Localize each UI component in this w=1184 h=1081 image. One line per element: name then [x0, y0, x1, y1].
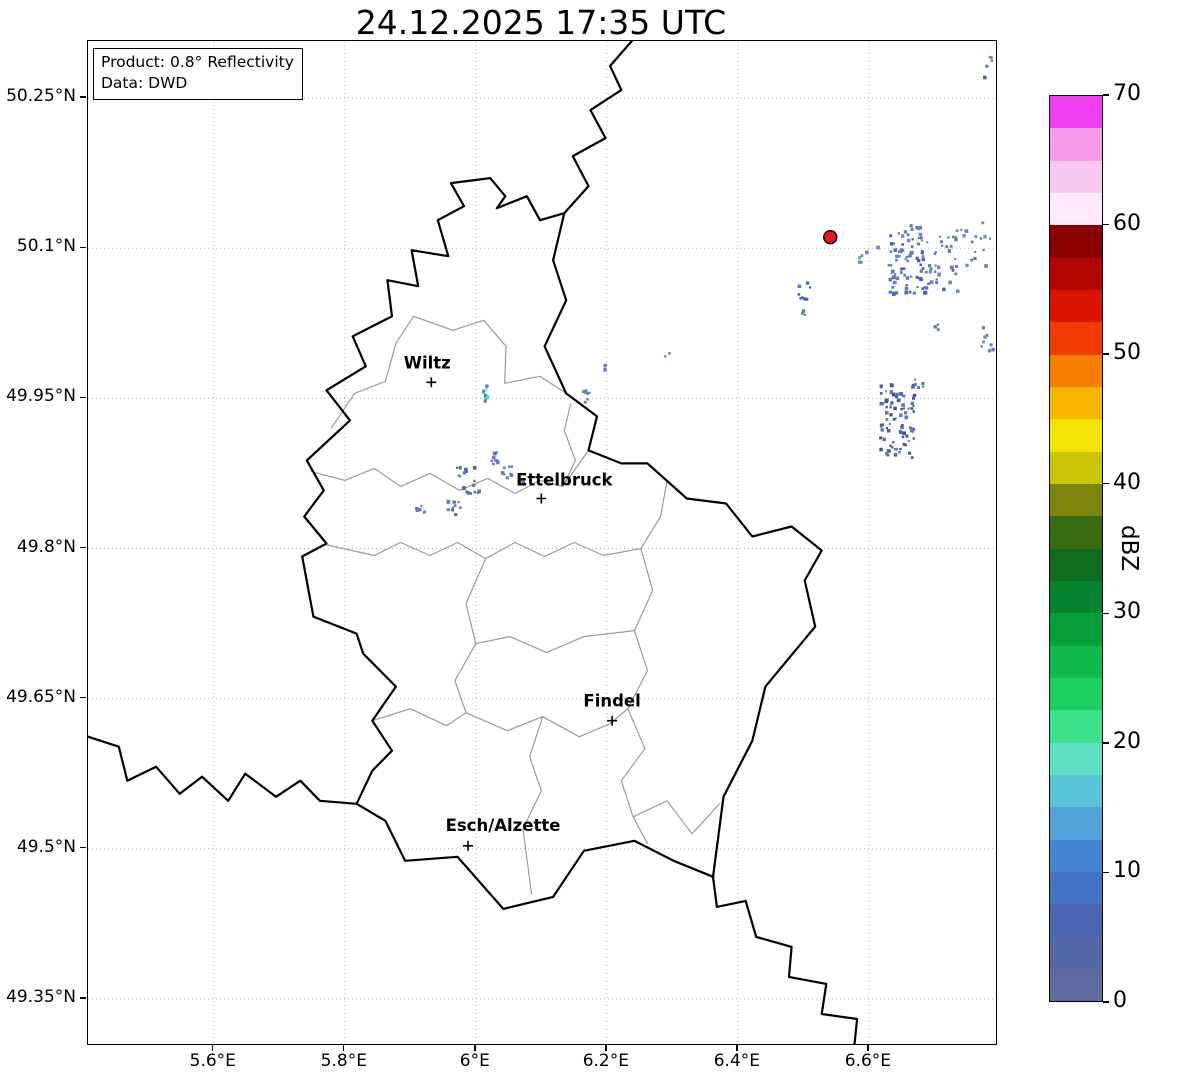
colorbar-segment [1050, 839, 1102, 872]
colorbar-tick-mark [1103, 742, 1109, 744]
lat-tick-label: 50.1°N [16, 236, 76, 257]
lon-tick-label: 6.6°E [844, 1051, 892, 1071]
canton-borders [310, 315, 720, 894]
radar-echoes [415, 55, 995, 517]
lat-tick-label: 49.95°N [6, 386, 76, 407]
colorbar-segment [1050, 677, 1102, 711]
colorbar-tick-label: 20 [1113, 728, 1141, 754]
lat-tick-mark [80, 847, 86, 849]
lat-tick-mark [80, 246, 86, 248]
colorbar-tick-mark [1103, 1001, 1109, 1003]
colorbar-segment [1050, 548, 1102, 581]
lon-tick-label: 6.4°E [713, 1051, 761, 1071]
colorbar-segment [1050, 96, 1102, 129]
lon-tick-mark [736, 1045, 738, 1051]
colorbar-segment [1050, 483, 1102, 517]
colorbar-tick-label: 60 [1113, 210, 1141, 236]
lon-tick-label: 5.6°E [189, 1051, 236, 1071]
colorbar-unit-label: dBZ [1116, 525, 1142, 572]
city-plus-marker [536, 493, 547, 504]
colorbar-segment [1050, 354, 1102, 387]
lon-tick-label: 6.2°E [582, 1051, 629, 1071]
colorbar-tick-mark [1103, 353, 1109, 355]
lat-tick-mark [80, 96, 86, 98]
colorbar-segment [1050, 516, 1102, 549]
lon-tick-label: 6°E [459, 1051, 490, 1071]
colorbar-segment [1050, 580, 1102, 614]
colorbar-segment [1050, 774, 1102, 808]
colorbar-segment [1050, 322, 1102, 355]
colorbar-segment [1050, 128, 1102, 161]
map-canvas: Wiltz Ettelbruck Findel Esch/Alzette [88, 41, 996, 1044]
colorbar-segment [1050, 613, 1102, 646]
city-label: Wiltz [404, 353, 451, 372]
colorbar-segment [1050, 710, 1102, 743]
colorbar-segment [1050, 645, 1102, 678]
product-line: Product: 0.8° Reflectivity [101, 53, 294, 71]
colorbar-tick-label: 50 [1113, 340, 1141, 366]
lat-tick-label: 49.65°N [6, 686, 76, 707]
lon-tick-mark [212, 1045, 214, 1051]
country-borders [88, 41, 859, 1044]
colorbar-segment [1050, 160, 1102, 193]
colorbar-segment [1050, 807, 1102, 840]
city-label: Ettelbruck [516, 471, 613, 490]
lat-tick-mark [80, 997, 86, 999]
colorbar-segment [1050, 742, 1102, 775]
colorbar-segment [1050, 257, 1102, 290]
product-info-box: Product: 0.8° Reflectivity Data: DWD [93, 48, 303, 100]
colorbar-tick-mark [1103, 612, 1109, 614]
lat-tick-mark [80, 546, 86, 549]
colorbar-tick-mark [1103, 871, 1109, 874]
data-source-line: Data: DWD [101, 74, 188, 93]
colorbar-tick-label: 70 [1113, 81, 1141, 106]
lat-tick-label: 49.8°N [16, 536, 76, 557]
lat-tick-mark [80, 696, 86, 699]
lat-tick-mark [80, 396, 86, 399]
colorbar-segment [1050, 289, 1102, 323]
city-label: Esch/Alzette [446, 816, 561, 835]
lon-tick-mark [867, 1045, 869, 1051]
colorbar-tick-label: 30 [1113, 599, 1141, 625]
city-plus-marker [426, 377, 437, 388]
lon-tick-mark [605, 1045, 607, 1051]
radar-map-plot: Wiltz Ettelbruck Findel Esch/Alzette Produc… [87, 40, 997, 1045]
colorbar-segment [1050, 936, 1102, 969]
city-label: Findel [583, 692, 640, 711]
figure-title: 24.12.2025 17:35 UTC [355, 3, 727, 42]
colorbar [1049, 95, 1103, 1002]
lon-tick-mark [343, 1045, 345, 1051]
colorbar-tick-mark [1103, 223, 1109, 226]
city-plus-marker [463, 840, 473, 851]
lat-tick-label: 50.25°N [6, 86, 76, 107]
city-plus-marker [607, 715, 618, 726]
colorbar-segment [1050, 968, 1102, 1002]
colorbar-tick-label: 10 [1113, 858, 1141, 884]
colorbar-segment [1050, 386, 1102, 420]
colorbar-segment [1050, 192, 1102, 226]
colorbar-segment [1050, 451, 1102, 484]
colorbar-tick-label: 40 [1113, 469, 1141, 495]
colorbar-tick-label: 0 [1113, 988, 1127, 1013]
lat-tick-label: 49.35°N [6, 986, 76, 1007]
lon-tick-label: 5.8°E [320, 1051, 367, 1071]
gridlines [88, 41, 996, 1044]
colorbar-segment [1050, 871, 1102, 905]
lat-tick-label: 49.5°N [16, 836, 76, 857]
colorbar-segment [1050, 419, 1102, 452]
city-markers: Wiltz Ettelbruck Findel Esch/Alzette [404, 353, 641, 851]
colorbar-tick-mark [1103, 94, 1109, 96]
colorbar-segment [1050, 225, 1102, 258]
lon-tick-mark [474, 1045, 476, 1051]
colorbar-tick-mark [1103, 483, 1109, 485]
radar-site-marker [823, 229, 838, 245]
colorbar-segment [1050, 904, 1102, 937]
